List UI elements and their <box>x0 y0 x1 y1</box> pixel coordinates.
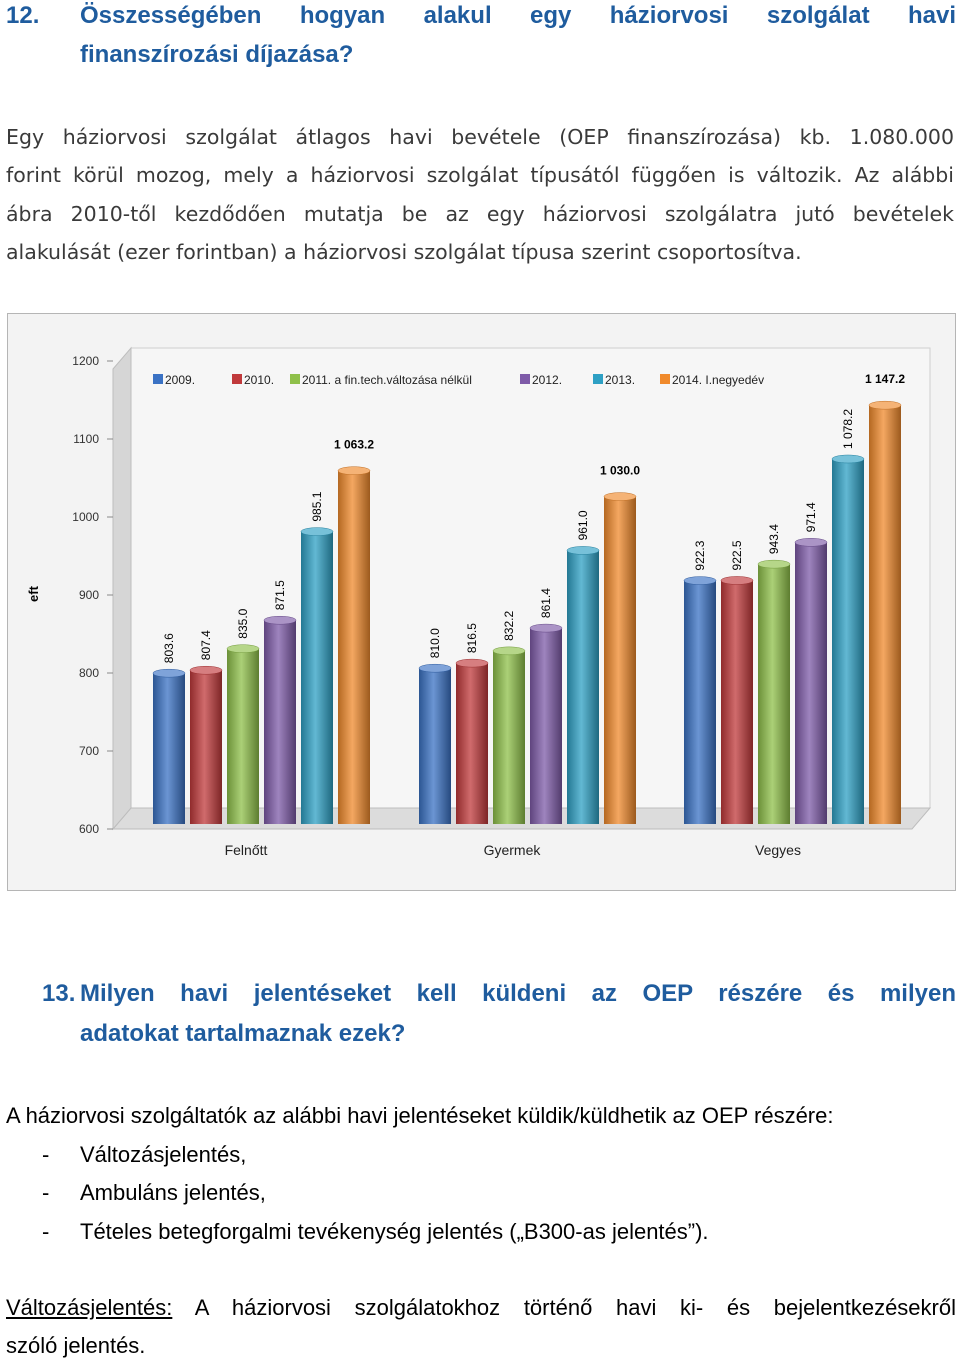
definition-text: A háziorvosi szolgálatokhoz történő havi… <box>172 1295 956 1320</box>
section-13-title: Milyen havi jelentéseket kell küldeni az… <box>80 980 956 1007</box>
section-13-title-cont: adatokat tartalmaznak ezek? <box>80 1020 406 1047</box>
chart-frame <box>7 313 956 891</box>
section-13-number: 13. <box>42 980 76 1007</box>
definition-term: Változásjelentés: <box>6 1295 173 1320</box>
section-12-paragraph-line: alakulását (ezer forintban) a háziorvosi… <box>6 240 802 264</box>
section-12-title: Összességében hogyan alakul egy háziorvo… <box>80 2 956 29</box>
section-12-title-cont: finanszírozási díjazása? <box>80 41 354 68</box>
list-item: Változásjelentés, <box>80 1142 247 1167</box>
list-bullet: - <box>42 1142 50 1167</box>
section-12-paragraph-line: forint körül mozog, mely a háziorvosi sz… <box>6 163 954 187</box>
section-12-paragraph-line: ábra 2010-től kezdődően mutatja be az eg… <box>6 202 954 226</box>
list-bullet: - <box>42 1219 50 1244</box>
list-item: Tételes betegforgalmi tevékenység jelent… <box>80 1219 709 1244</box>
definition-line: Változásjelentés: A háziorvosi szolgálat… <box>6 1295 956 1321</box>
list-bullet: - <box>42 1180 50 1205</box>
section-12-number: 12. <box>6 2 40 29</box>
list-item: Ambuláns jelentés, <box>80 1180 266 1205</box>
section-13-intro: A háziorvosi szolgáltatók az alábbi havi… <box>6 1103 834 1128</box>
section-12-paragraph-line: Egy háziorvosi szolgálat átlagos havi be… <box>6 125 954 149</box>
definition-text-cont: szóló jelentés. <box>6 1333 146 1358</box>
